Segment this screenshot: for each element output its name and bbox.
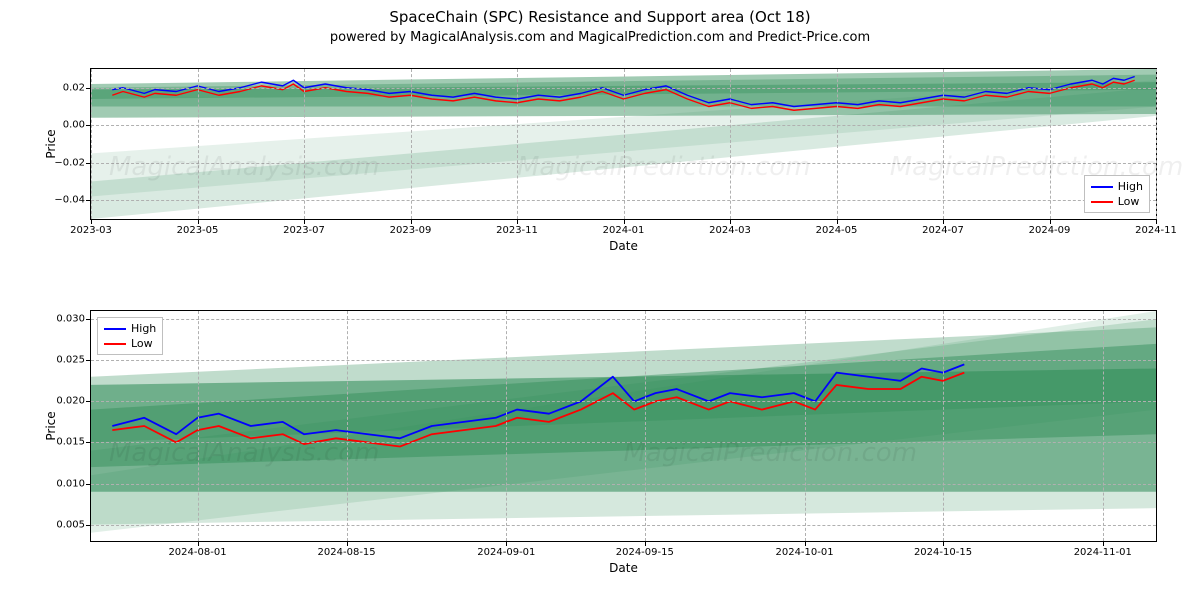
gridline [943,69,944,219]
gridline [91,69,92,219]
y-tick-label: −0.04 [54,195,85,206]
chart-title: SpaceChain (SPC) Resistance and Support … [0,8,1200,26]
y-tick-label: 0.010 [56,478,85,489]
legend-line-high [104,328,126,330]
chart-legend: High Low [1084,175,1150,213]
y-tick-label: −0.02 [54,157,85,168]
x-tick-label: 2023-11 [496,225,538,236]
gridline [1156,69,1157,219]
y-tick-label: 0.020 [56,396,85,407]
gridline [91,319,1156,320]
y-axis-label: Price [44,129,58,158]
gridline [645,311,646,541]
gridline [805,311,806,541]
legend-label-low: Low [1118,195,1140,208]
x-tick-label: 2024-05 [816,225,858,236]
chart-subtitle: powered by MagicalAnalysis.com and Magic… [0,30,1200,46]
gridline [506,311,507,541]
gridline [91,401,1156,402]
y-tick-label: 0.02 [63,82,85,93]
x-tick-label: 2024-11 [1135,225,1177,236]
x-tick-label: 2023-07 [283,225,325,236]
x-tick-label: 2024-01 [603,225,645,236]
gridline [1103,311,1104,541]
gridline [91,360,1156,361]
gridline [198,69,199,219]
bottom-chart-svg [91,311,1156,541]
gridline [347,311,348,541]
chart-legend: High Low [97,317,163,355]
x-tick-label: 2024-03 [709,225,751,236]
y-tick-label: 0.015 [56,437,85,448]
y-tick-label: 0.005 [56,519,85,530]
x-axis-label: Date [609,561,638,575]
gridline [91,442,1156,443]
y-tick-label: 0.025 [56,355,85,366]
x-tick-label: 2024-08-01 [168,547,226,558]
x-tick-label: 2024-07 [922,225,964,236]
legend-label-high: High [131,322,156,335]
x-tick-label: 2024-10-15 [914,547,972,558]
x-tick-label: 2023-05 [177,225,219,236]
y-tick-label: 0.030 [56,314,85,325]
gridline [730,69,731,219]
legend-line-low [104,343,126,345]
gridline [411,69,412,219]
bottom-chart-area: Price Date MagicalAnalysis.com MagicalPr… [90,310,1157,542]
x-axis-label: Date [609,239,638,253]
gridline [91,525,1156,526]
x-tick-label: 2024-09-01 [477,547,535,558]
x-tick-label: 2024-08-15 [318,547,376,558]
x-tick-label: 2024-10-01 [775,547,833,558]
x-tick-label: 2024-09 [1029,225,1071,236]
x-tick-label: 2024-09-15 [616,547,674,558]
legend-label-low: Low [131,337,153,350]
legend-item-low: Low [104,336,156,351]
legend-item-high: High [104,321,156,336]
gridline [943,311,944,541]
gridline [304,69,305,219]
top-chart-area: Price Date MagicalAnalysis.com MagicalPr… [90,68,1157,220]
gridline [837,69,838,219]
gridline [198,311,199,541]
gridline [91,484,1156,485]
y-tick-label: 0.00 [63,120,85,131]
legend-item-high: High [1091,179,1143,194]
gridline [517,69,518,219]
legend-label-high: High [1118,180,1143,193]
gridline [624,69,625,219]
legend-item-low: Low [1091,194,1143,209]
x-tick-label: 2023-09 [390,225,432,236]
gridline [1050,69,1051,219]
legend-line-high [1091,186,1113,188]
x-tick-label: 2023-03 [70,225,112,236]
x-tick-label: 2024-11-01 [1074,547,1132,558]
legend-line-low [1091,201,1113,203]
